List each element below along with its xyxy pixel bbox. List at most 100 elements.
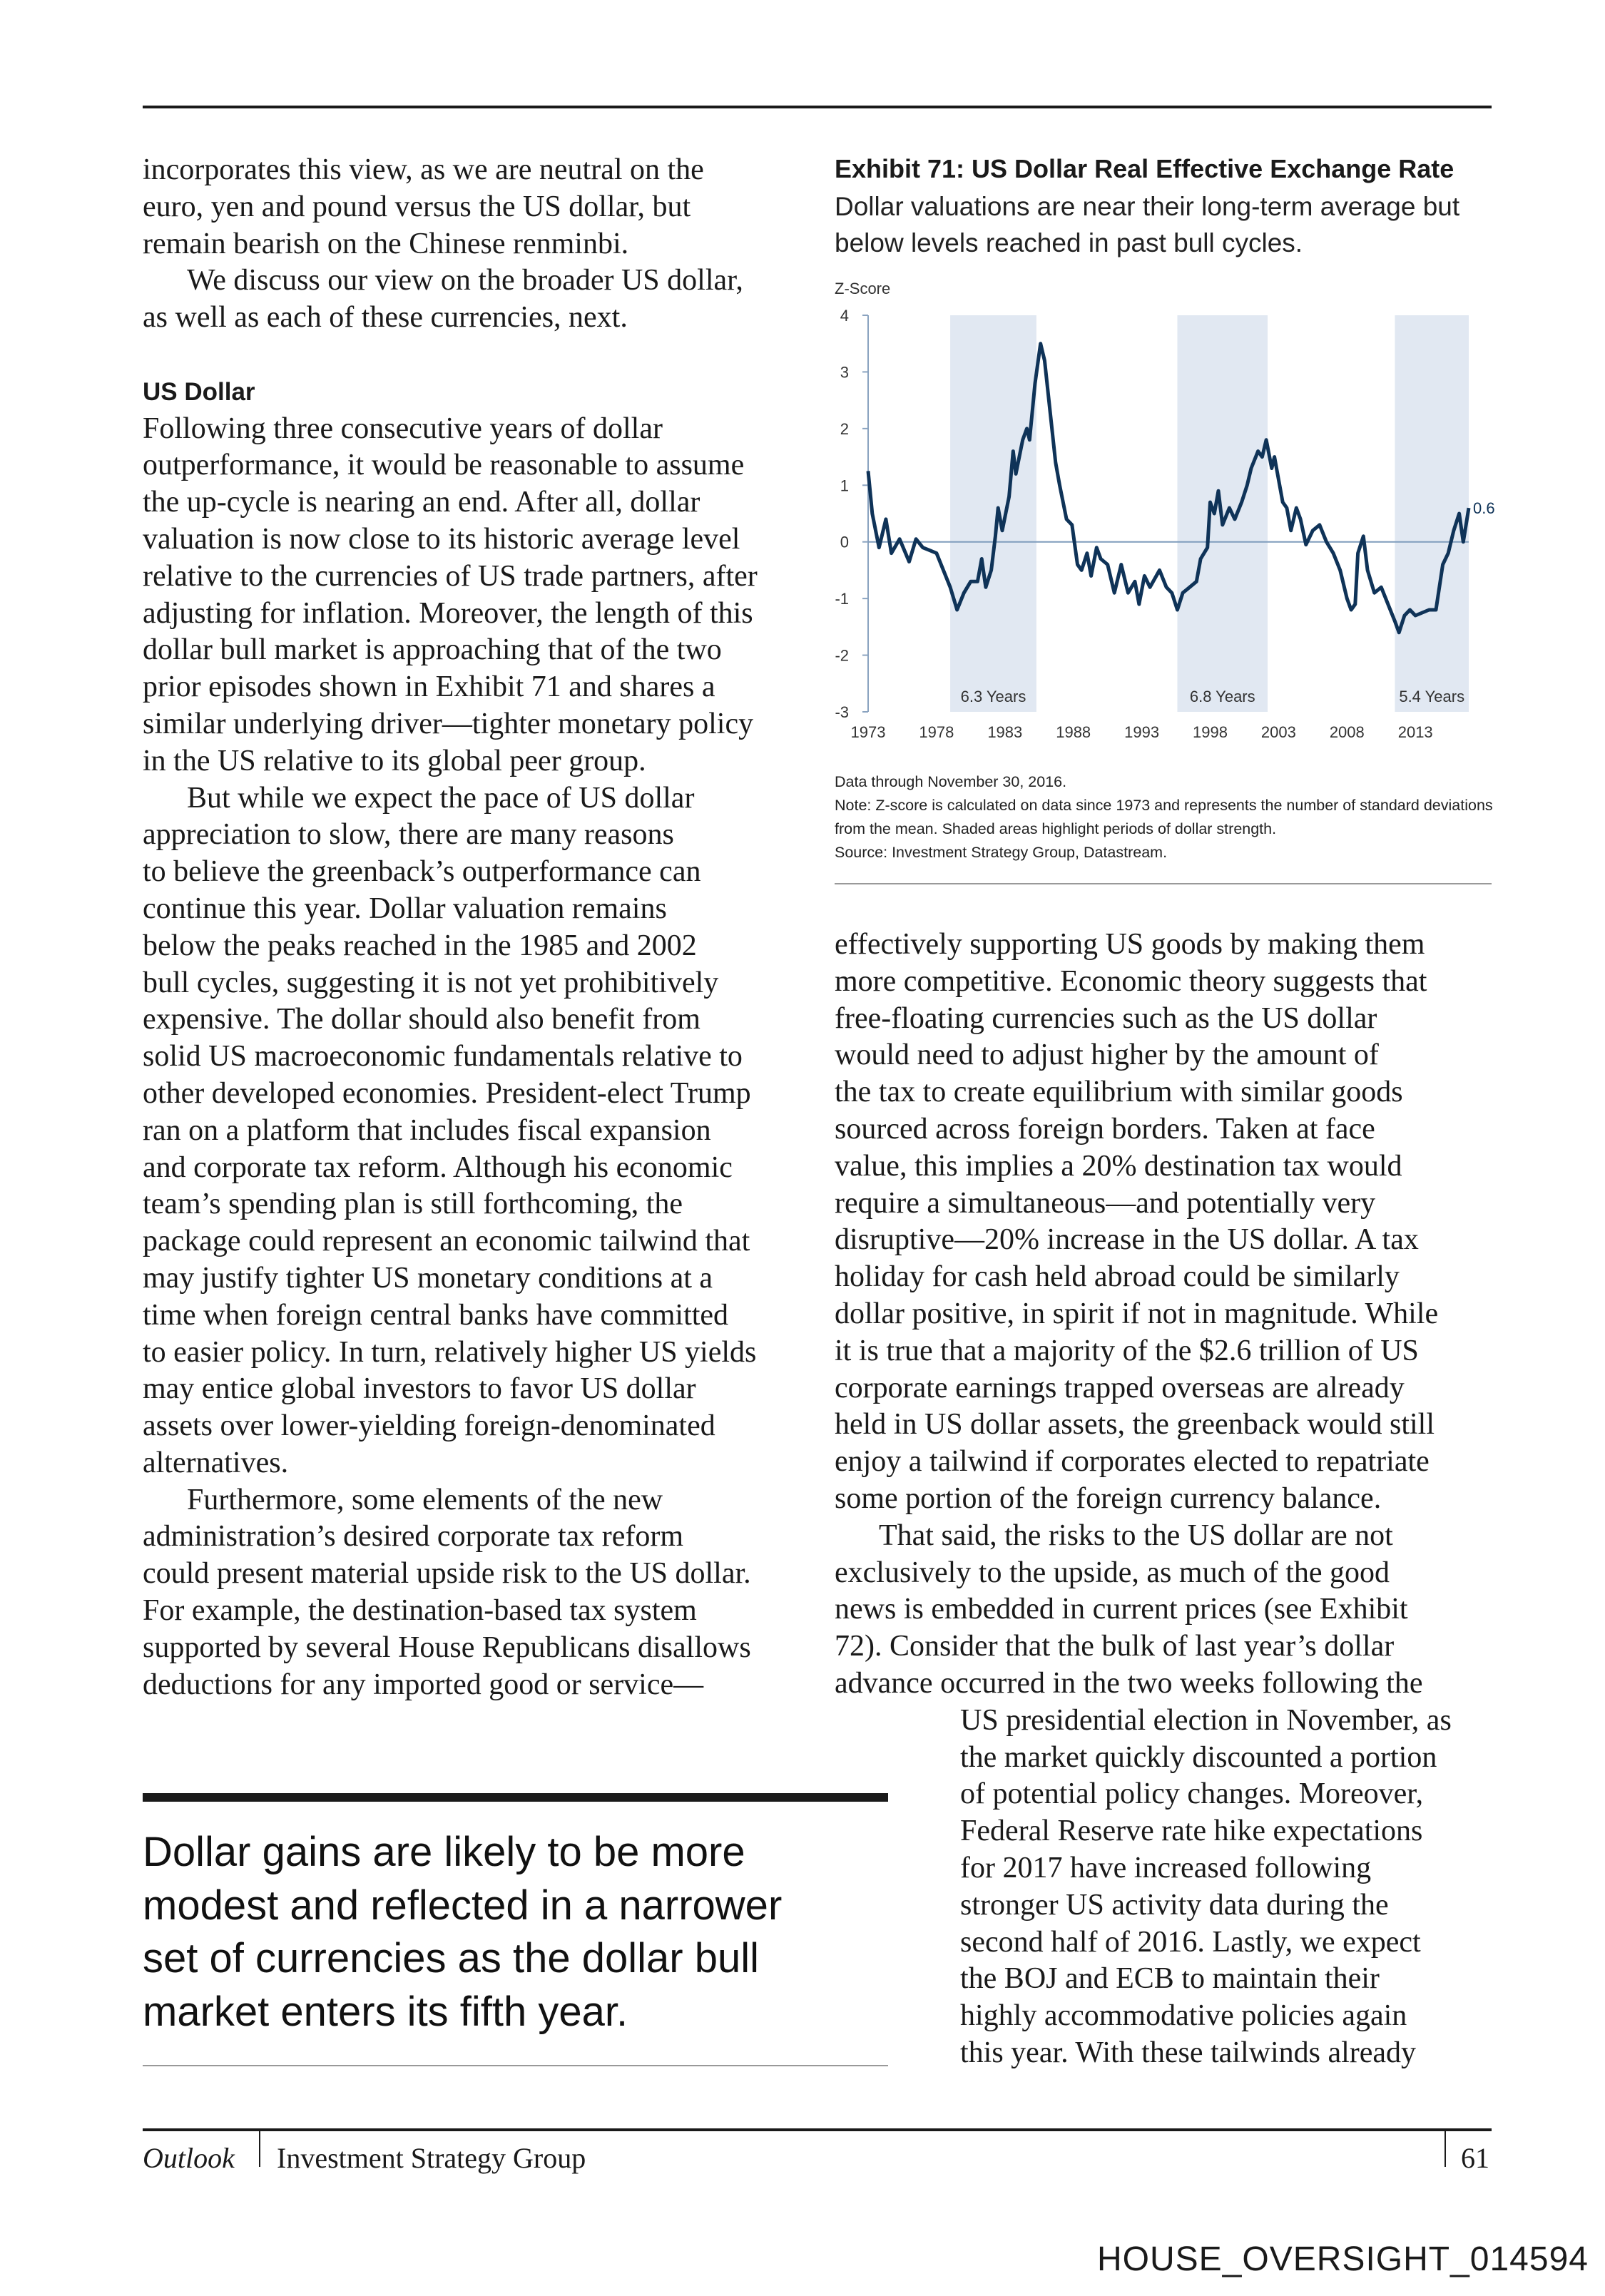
exhibit-bottom-rule [835, 883, 1492, 884]
text-line: the tax to create equilibrium with simil… [835, 1076, 1403, 1109]
z-score-line [866, 342, 1471, 635]
text-line: We discuss our view on the broader US do… [187, 264, 743, 297]
text-line: other developed economies. President-ele… [143, 1076, 751, 1110]
text-line: Following three consecutive years of dol… [143, 412, 663, 445]
shaded-period-label: 6.3 Years [961, 688, 1026, 705]
text-line: holiday for cash held abroad could be si… [835, 1260, 1400, 1294]
pull-quote-line: set of currencies as the dollar bull [143, 1935, 759, 1981]
text-line: solid US macroeconomic fundamentals rela… [143, 1040, 743, 1073]
footer-divider [259, 2131, 260, 2167]
text-line: adjusting for inflation. Moreover, the l… [143, 596, 753, 630]
text-line: held in US dollar assets, the greenback … [835, 1408, 1435, 1442]
text-line: bull cycles, suggesting it is not yet pr… [143, 966, 719, 999]
x-tick-label: 2013 [1398, 723, 1433, 741]
shaded-period [950, 315, 1036, 712]
note-line: Source: Investment Strategy Group, Datas… [835, 844, 1168, 861]
text-line: exclusively to the upside, as much of th… [835, 1556, 1390, 1589]
footer-rule [143, 2128, 1492, 2131]
footer-publication: Outlook [143, 2142, 235, 2174]
x-tick-label: 1993 [1124, 723, 1159, 741]
text-line: continue this year. Dollar valuation rem… [143, 892, 667, 925]
shaded-period-label: 6.8 Years [1190, 688, 1255, 705]
text-line: administration’s desired corporate tax r… [143, 1520, 684, 1553]
shaded-period [1395, 315, 1469, 712]
text-line: remain bearish on the Chinese renminbi. [143, 227, 629, 260]
exhibit-notes: Data through November 30, 2016. Note: Z-… [835, 770, 1493, 864]
text-line: sourced across foreign borders. Taken at… [835, 1112, 1375, 1146]
text-line: require a simultaneous—and potentially v… [835, 1186, 1376, 1220]
text-line: below the peaks reached in the 1985 and … [143, 929, 697, 962]
text-line: highly accommodative policies again [960, 1999, 1407, 2033]
text-line: time when foreign central banks have com… [143, 1298, 729, 1332]
text-line: dollar positive, in spirit if not in mag… [835, 1297, 1439, 1330]
text-line: That said, the risks to the US dollar ar… [879, 1519, 1393, 1552]
footer-divider [1444, 2131, 1446, 2167]
text-line: second half of 2016. Lastly, we expect [960, 1925, 1421, 1959]
bates-stamp: HOUSE_OVERSIGHT_014594 [1097, 2240, 1589, 2278]
text-line: Furthermore, some elements of the new [187, 1483, 663, 1516]
y-axis-label: Z-Score [835, 280, 890, 297]
text-line: disruptive—20% increase in the US dollar… [835, 1223, 1419, 1257]
pull-quote-top-rule [143, 1793, 888, 1802]
text-line: supported by several House Republicans d… [143, 1631, 751, 1664]
text-line: more competitive. Economic theory sugges… [835, 964, 1427, 998]
footer-group: Investment Strategy Group [277, 2142, 586, 2174]
exchange-rate-chart: 6.3 Years 6.8 Years 5.4 Years Z-Score 4 3 2 1 0 -… [835, 280, 1495, 741]
text-line: For example, the destination-based tax s… [143, 1594, 697, 1628]
text-line: may justify tighter US monetary conditio… [143, 1261, 713, 1295]
text-line: as well as each of these currencies, nex… [143, 301, 628, 335]
text-line: assets over lower-yielding foreign-denom… [143, 1409, 715, 1443]
y-tick-label: 1 [840, 476, 849, 494]
y-tick-label: 2 [840, 420, 849, 438]
text-line: dollar bull market is approaching that o… [143, 633, 722, 667]
text-line: incorporates this view, as we are neutra… [143, 153, 704, 186]
x-tick-label: 1988 [1056, 723, 1091, 741]
text-line: this year. With these tailwinds already [960, 2036, 1417, 2069]
text-line: prior episodes shown in Exhibit 71 and s… [143, 670, 715, 704]
text-line: for 2017 have increased following [960, 1851, 1372, 1884]
note-line: from the mean. Shaded areas highlight pe… [835, 820, 1277, 837]
text-line: enjoy a tailwind if corporates elected t… [835, 1445, 1430, 1479]
x-tick-label: 1973 [851, 723, 886, 741]
right-column-text: effectively supporting US goods by makin… [835, 927, 1491, 2072]
text-line: outperformance, it would be reasonable t… [143, 449, 745, 482]
text-line: US presidential election in November, as [960, 1703, 1452, 1737]
pull-quote-line: modest and reflected in a narrower [143, 1882, 783, 1929]
exhibit-title: Exhibit 71: US Dollar Real Effective Exc… [835, 154, 1454, 183]
text-line: free-floating currencies such as the US … [835, 1001, 1377, 1035]
text-line: effectively supporting US goods by makin… [835, 928, 1425, 961]
text-line: Federal Reserve rate hike expectations [960, 1815, 1423, 1848]
text-line: ran on a platform that includes fiscal e… [143, 1113, 711, 1147]
x-tick-label: 2008 [1330, 723, 1365, 741]
x-tick-label: 1978 [919, 723, 954, 741]
text-line: 72). Consider that the bulk of last year… [835, 1630, 1395, 1663]
text-line: and corporate tax reform. Although his e… [143, 1150, 733, 1184]
y-tick-label: 4 [840, 307, 849, 325]
text-line: would need to adjust higher by the amoun… [835, 1039, 1379, 1072]
text-line: could present material upside risk to th… [143, 1557, 751, 1591]
text-line: valuation is now close to its historic a… [143, 522, 740, 556]
section-heading: US Dollar [143, 377, 255, 406]
text-line: in the US relative to its global peer gr… [143, 744, 646, 777]
y-tick-label: 0 [840, 534, 849, 551]
y-tick-label: -2 [835, 647, 849, 665]
text-line: value, this implies a 20% destination ta… [835, 1149, 1402, 1183]
pull-quote: Dollar gains are likely to be more modes… [143, 1826, 892, 2039]
shaded-period-label: 5.4 Years [1399, 688, 1464, 705]
text-line: news is embedded in current prices (see … [835, 1593, 1408, 1626]
text-line: advance occurred in the two weeks follow… [835, 1666, 1423, 1700]
text-line: team’s spending plan is still forthcomin… [143, 1188, 683, 1221]
text-line: corporate earnings trapped overseas are … [835, 1371, 1405, 1404]
text-line: expensive. The dollar should also benefi… [143, 1003, 700, 1036]
text-line: But while we expect the pace of US dolla… [187, 781, 695, 815]
x-tick-label: 2003 [1261, 723, 1296, 741]
pull-quote-line: market enters its fifth year. [143, 1988, 628, 2035]
text-line: the up-cycle is nearing an end. After al… [143, 486, 700, 519]
pull-quote-line: Dollar gains are likely to be more [143, 1829, 745, 1875]
text-line: the market quickly discounted a portion [960, 1740, 1437, 1774]
text-line: appreciation to slow, there are many rea… [143, 818, 674, 852]
text-line: it is true that a majority of the $2.6 t… [835, 1334, 1419, 1367]
text-line: some portion of the foreign currency bal… [835, 1481, 1382, 1515]
y-tick-label: -1 [835, 590, 849, 608]
text-line: alternatives. [143, 1446, 289, 1479]
